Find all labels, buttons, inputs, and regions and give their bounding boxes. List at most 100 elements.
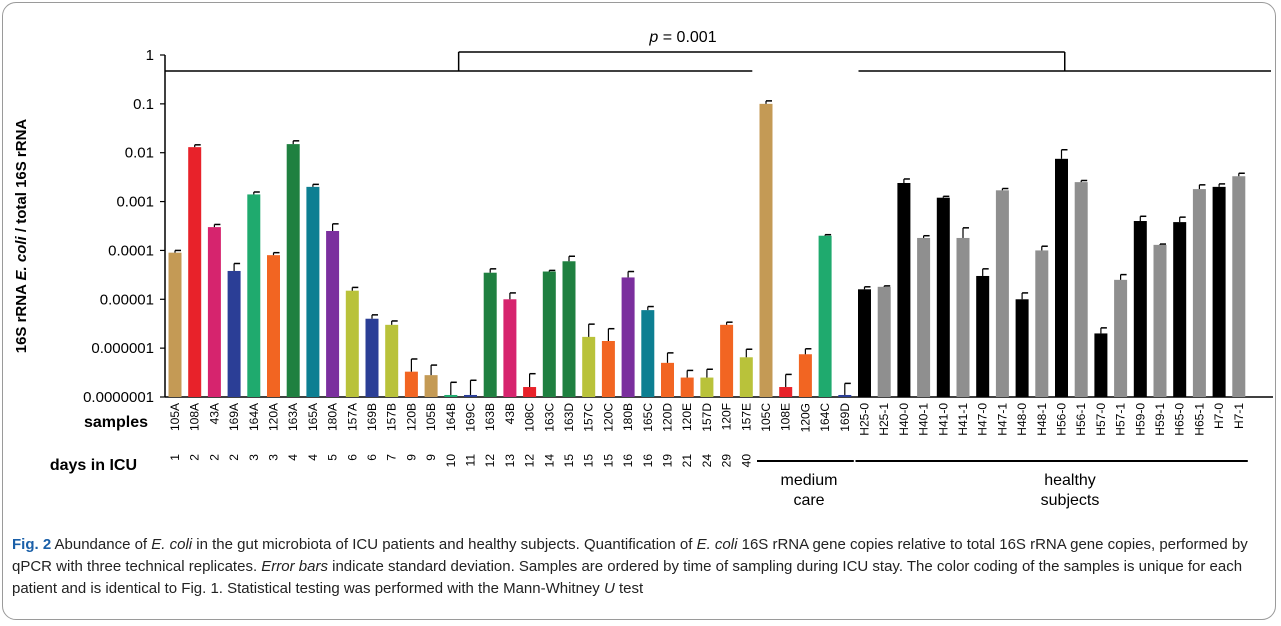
bar	[345, 290, 359, 397]
day-label: 2	[188, 454, 202, 461]
bar	[286, 144, 300, 397]
sample-label: H47-0	[976, 403, 990, 436]
bar	[326, 230, 340, 397]
day-label: 11	[464, 454, 478, 467]
caption-text: in the gut microbiota of ICU patients an…	[192, 536, 697, 553]
p-value-label: p = 0.001	[648, 29, 716, 46]
sample-label: 169A	[227, 403, 241, 431]
bar	[897, 182, 911, 397]
sample-label: 108E	[779, 403, 793, 431]
bar	[483, 272, 497, 397]
bar	[759, 103, 773, 397]
bar	[306, 186, 320, 397]
bar	[385, 324, 399, 397]
bar	[168, 252, 182, 397]
sample-label: 120G	[798, 403, 812, 432]
sample-label: 120C	[601, 403, 615, 432]
bar	[956, 237, 970, 397]
day-label: 5	[326, 454, 340, 461]
day-label: 14	[542, 454, 556, 468]
day-label: 2	[207, 454, 221, 461]
bar	[562, 261, 576, 397]
bar	[838, 394, 852, 397]
day-label: 29	[720, 454, 734, 468]
caption-text: E. coli	[151, 536, 193, 553]
bar	[1015, 299, 1029, 397]
sample-label: 165A	[306, 403, 320, 431]
bar	[267, 255, 280, 397]
y-tick-label: 0.00001	[100, 291, 154, 308]
y-axis-label: 16S rRNA E. coli / total 16S rRNA	[13, 119, 30, 354]
day-label: 19	[661, 454, 675, 468]
sample-label: H59-0	[1133, 403, 1147, 436]
bar	[227, 270, 241, 397]
sample-label: 163B	[483, 403, 497, 431]
bar	[424, 375, 438, 397]
bar	[779, 387, 793, 397]
sample-label: 164A	[247, 403, 261, 431]
bar	[720, 324, 734, 397]
sample-label: H65-0	[1173, 403, 1187, 436]
bar	[365, 318, 379, 397]
bar	[995, 190, 1009, 397]
bar	[877, 286, 891, 397]
bar	[680, 377, 694, 397]
annotation-lines	[165, 51, 1271, 462]
caption-text: U	[603, 580, 615, 597]
bar	[188, 147, 202, 397]
sample-label: H7-1	[1232, 403, 1246, 429]
bar	[1094, 333, 1108, 397]
bar	[700, 377, 714, 397]
y-tick-label: 1	[146, 47, 154, 64]
bars	[168, 100, 1246, 397]
sample-label: H40-1	[917, 403, 931, 436]
y-tick-label: 0.001	[116, 194, 154, 211]
bar	[798, 354, 812, 397]
bar	[621, 277, 635, 397]
caption-text: indicate standard deviation. Samples are…	[12, 558, 1243, 597]
sample-label: H57-1	[1114, 403, 1128, 436]
bar	[818, 235, 832, 397]
sample-label: H41-1	[956, 403, 970, 436]
healthy-subjects-label-1: healthy	[1044, 472, 1096, 489]
day-label: 12	[523, 454, 537, 468]
bar	[601, 341, 615, 397]
sample-label: 180A	[326, 403, 340, 431]
sample-label: H40-0	[897, 403, 911, 436]
sample-label: 169C	[464, 403, 478, 432]
sample-label: 163D	[562, 403, 576, 432]
sample-label: 120F	[720, 403, 734, 430]
sample-label: 169B	[365, 403, 379, 431]
sample-label: 169D	[838, 403, 852, 432]
day-label: 15	[562, 454, 576, 468]
bar	[582, 336, 596, 397]
bar	[641, 310, 655, 397]
caption-text: E. coli	[696, 536, 738, 553]
day-label: 15	[582, 454, 596, 468]
bar	[1133, 221, 1147, 397]
caption-text: Error bars	[261, 558, 328, 575]
day-label: 3	[247, 454, 261, 461]
sample-label: 164B	[444, 403, 458, 431]
day-label: 10	[444, 454, 458, 468]
bar	[404, 371, 418, 397]
sample-label: H59-1	[1153, 403, 1167, 436]
day-label: 2	[227, 454, 241, 461]
caption-text: test	[614, 580, 644, 597]
caption-figure-number: Fig. 2	[12, 536, 52, 553]
healthy-subjects-label-2: subjects	[1041, 492, 1100, 509]
x-tick-labels: 105A 1 108A 2 43A 2 169A 2 164A 3 120A 3 163A 4 165A 4 1…	[168, 403, 1246, 468]
y-tick-label: 0.000001	[91, 340, 154, 357]
samples-row-label: samples	[84, 414, 148, 431]
day-label: 12	[483, 454, 497, 468]
bar	[523, 387, 537, 397]
sample-label: H25-0	[858, 403, 872, 436]
sample-label: 180B	[621, 403, 635, 431]
day-label: 6	[345, 454, 359, 461]
day-label: 4	[286, 454, 300, 461]
sample-label: 163A	[286, 403, 300, 431]
bar	[917, 237, 931, 397]
day-label: 16	[641, 454, 655, 468]
sample-label: H56-1	[1074, 403, 1088, 436]
y-tick-label: 0.0001	[108, 242, 154, 259]
